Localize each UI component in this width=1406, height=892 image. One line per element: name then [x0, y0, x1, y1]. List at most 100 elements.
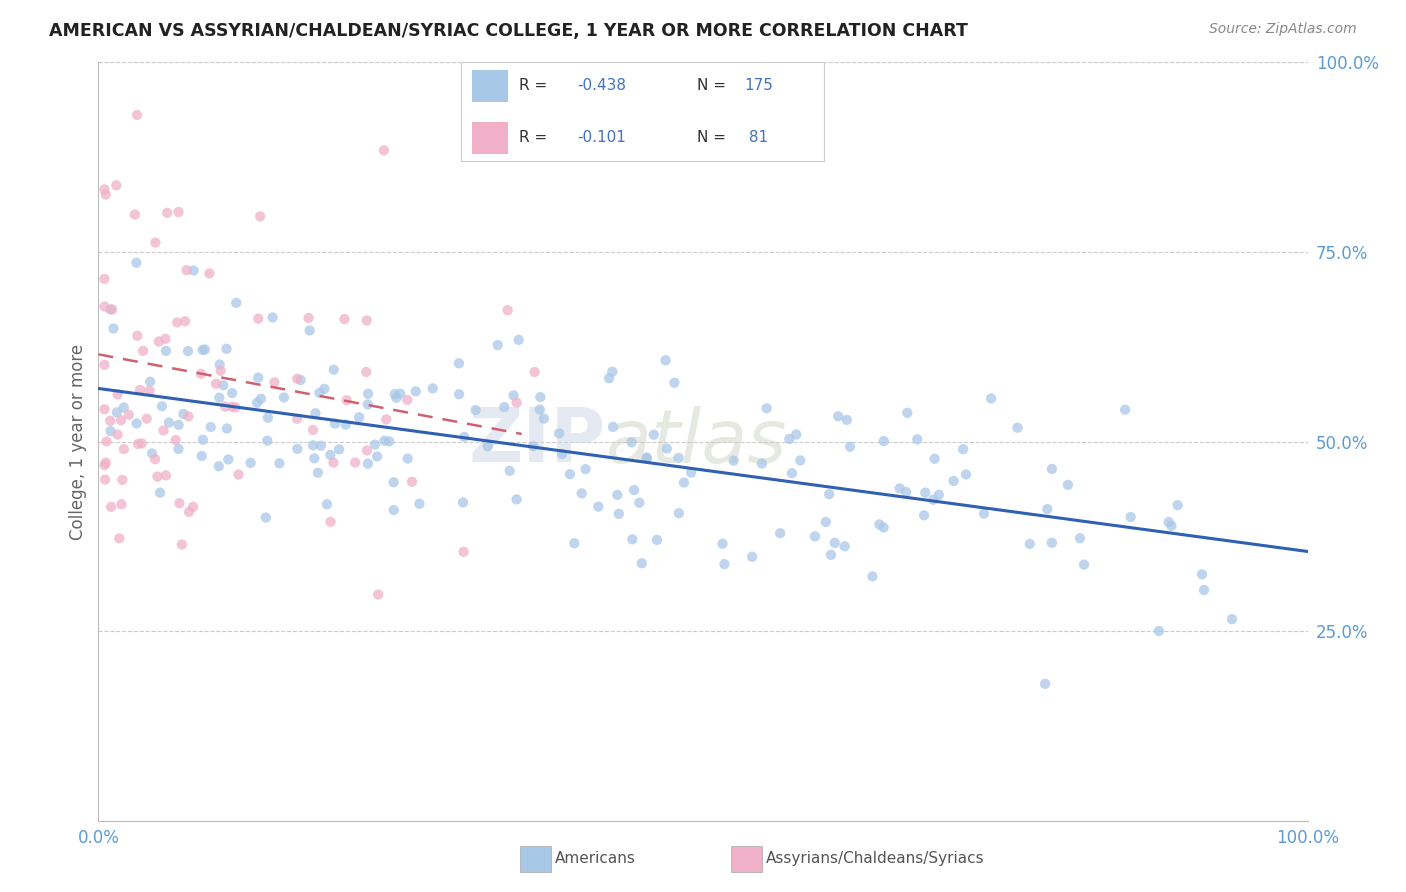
Y-axis label: College, 1 year or more: College, 1 year or more — [69, 343, 87, 540]
Point — [198, 266, 221, 280]
Point — [205, 376, 228, 391]
Point — [824, 536, 846, 550]
Point — [208, 391, 231, 405]
Point — [723, 453, 745, 467]
Point — [522, 439, 544, 453]
Text: atlas: atlas — [606, 406, 787, 477]
Point — [172, 407, 194, 421]
Point — [269, 456, 291, 470]
Point — [93, 182, 115, 196]
Point — [408, 497, 430, 511]
Point — [422, 381, 444, 395]
Point — [191, 433, 214, 447]
Point — [789, 453, 811, 467]
Point — [93, 272, 115, 286]
Point — [453, 430, 475, 444]
Point — [672, 475, 695, 490]
Point — [103, 321, 125, 335]
Point — [170, 537, 193, 551]
Point — [250, 392, 273, 406]
Point — [681, 466, 703, 480]
Point — [1069, 531, 1091, 545]
Point — [125, 256, 148, 270]
Point — [166, 315, 188, 329]
Point — [529, 402, 551, 417]
Point — [1040, 462, 1063, 476]
Point — [464, 403, 486, 417]
Point — [382, 503, 405, 517]
Point — [156, 206, 179, 220]
Point — [955, 467, 977, 482]
Point — [333, 312, 356, 326]
Point — [298, 323, 321, 337]
Point — [508, 333, 530, 347]
Point — [453, 545, 475, 559]
Point — [285, 411, 308, 425]
Point — [111, 473, 134, 487]
Point — [1040, 535, 1063, 549]
Point — [654, 353, 676, 368]
Point — [769, 526, 792, 541]
Point — [396, 451, 419, 466]
Point — [167, 442, 190, 456]
Point — [529, 390, 551, 404]
Point — [309, 439, 332, 453]
Point — [378, 434, 401, 449]
Point — [505, 395, 527, 409]
Point — [344, 456, 367, 470]
Point — [1036, 502, 1059, 516]
Point — [322, 456, 344, 470]
Text: Source: ZipAtlas.com: Source: ZipAtlas.com — [1209, 22, 1357, 37]
Point — [914, 485, 936, 500]
Point — [396, 392, 419, 407]
Point — [357, 397, 380, 411]
Point — [181, 500, 204, 514]
Point — [820, 548, 842, 562]
Point — [373, 144, 395, 158]
Point — [905, 433, 928, 447]
Point — [643, 427, 665, 442]
Point — [655, 442, 678, 456]
Point — [249, 209, 271, 223]
Point — [405, 384, 427, 399]
Point — [449, 387, 471, 401]
Point — [356, 443, 378, 458]
Point — [1157, 515, 1180, 529]
Point — [304, 451, 326, 466]
Point — [668, 506, 690, 520]
Point — [364, 437, 387, 451]
Point — [200, 420, 222, 434]
Point — [107, 427, 129, 442]
Point — [110, 497, 132, 511]
Point — [942, 474, 965, 488]
Point — [105, 178, 128, 193]
Point — [118, 408, 141, 422]
Point — [314, 382, 336, 396]
Point — [328, 442, 350, 457]
Point — [1167, 498, 1189, 512]
Point — [108, 531, 131, 545]
Point — [922, 492, 945, 507]
Point — [221, 386, 243, 401]
Point — [149, 485, 172, 500]
Point — [1160, 518, 1182, 533]
Point — [357, 386, 380, 401]
Point — [620, 435, 643, 450]
Point — [741, 549, 763, 564]
Point — [645, 533, 668, 547]
Point — [146, 469, 169, 483]
Point — [668, 450, 690, 465]
Point — [319, 448, 342, 462]
Point — [246, 396, 269, 410]
Point — [127, 328, 149, 343]
Point — [110, 413, 132, 427]
Point — [307, 466, 329, 480]
Point — [169, 496, 191, 510]
Point — [357, 457, 380, 471]
Point — [623, 483, 645, 497]
Point — [894, 485, 917, 500]
Point — [214, 400, 236, 414]
Point — [606, 488, 628, 502]
Text: Assyrians/Chaldeans/Syriacs: Assyrians/Chaldeans/Syriacs — [766, 852, 984, 866]
Point — [145, 235, 167, 250]
